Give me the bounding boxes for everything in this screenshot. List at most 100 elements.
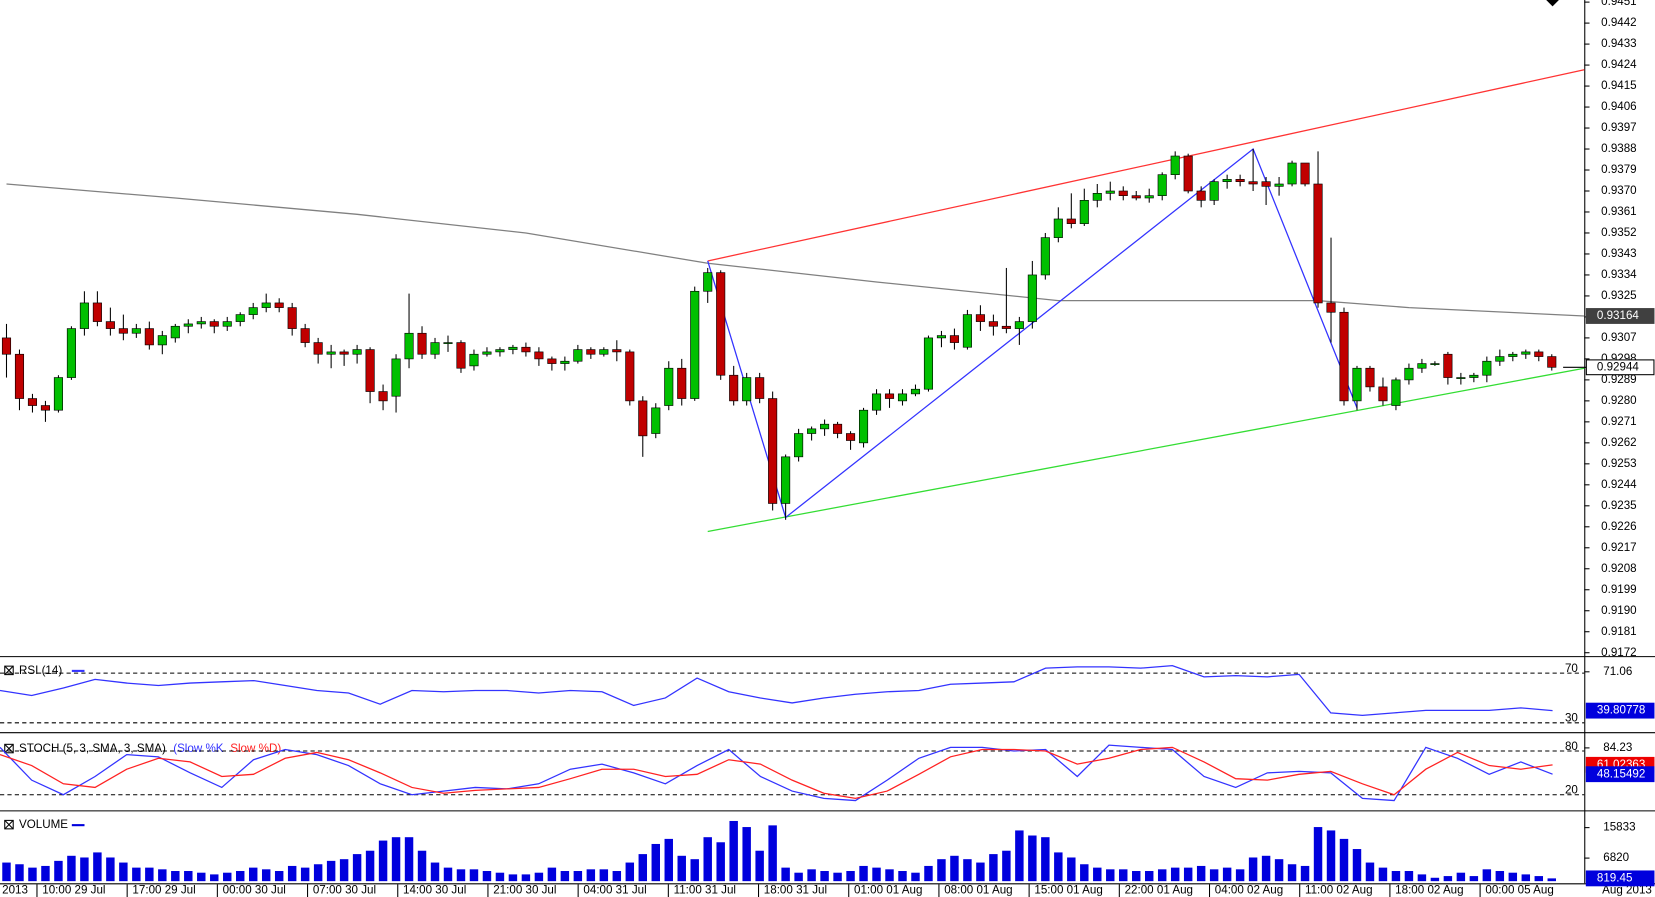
level-label: 30 bbox=[1565, 712, 1578, 725]
candle-body bbox=[1079, 200, 1089, 224]
y-tick-label: 0.9388 bbox=[1601, 142, 1637, 155]
x-tick-label: 11:00 31 Jul bbox=[674, 884, 736, 897]
candle-body bbox=[131, 328, 141, 334]
volume-bar bbox=[339, 859, 349, 882]
panel-icon[interactable] bbox=[4, 743, 14, 754]
volume-bar bbox=[1391, 871, 1401, 882]
candle-body bbox=[1365, 367, 1375, 388]
candle-body bbox=[274, 302, 284, 308]
volume-bar bbox=[521, 874, 531, 882]
candle-body bbox=[1092, 193, 1102, 201]
candle-body bbox=[664, 367, 674, 406]
volume-bar bbox=[508, 874, 518, 882]
x-tick-label: 15:00 01 Aug bbox=[1034, 884, 1102, 897]
candle-body bbox=[1456, 377, 1466, 379]
candle-body bbox=[313, 342, 323, 355]
volume-bar bbox=[41, 865, 50, 882]
x-tick-label: 21:00 30 Jul bbox=[493, 884, 556, 897]
volume-bar bbox=[1469, 876, 1479, 882]
volume-bar bbox=[534, 872, 544, 882]
y-tick-label: 0.9406 bbox=[1601, 100, 1637, 113]
candle-body bbox=[183, 323, 193, 327]
volume-bar bbox=[1417, 874, 1427, 882]
candle-body bbox=[858, 409, 869, 444]
y-tick-label: 0.9199 bbox=[1601, 583, 1637, 596]
candle-body bbox=[846, 433, 856, 441]
candle-body bbox=[1014, 321, 1024, 329]
volume-title: VOLUME bbox=[19, 818, 68, 831]
y-tick-label: 0.9253 bbox=[1601, 457, 1637, 470]
volume-bar bbox=[54, 860, 63, 882]
candle-body bbox=[365, 349, 375, 392]
y-tick-label: 0.9208 bbox=[1601, 562, 1637, 575]
candle-body bbox=[1235, 179, 1245, 182]
y-tick-label: 0.9181 bbox=[1601, 625, 1637, 638]
candle-body bbox=[1495, 356, 1505, 362]
candle-body bbox=[1469, 374, 1479, 378]
ma-value: 0.93164 bbox=[1597, 309, 1640, 322]
candle-body bbox=[1417, 363, 1427, 369]
y-tick-label: 71.06 bbox=[1603, 665, 1632, 678]
volume-bar bbox=[1015, 830, 1024, 882]
volume-bar bbox=[145, 867, 154, 882]
volume-bar bbox=[638, 854, 648, 882]
volume-bar bbox=[1482, 869, 1492, 882]
volume-bar bbox=[976, 862, 985, 882]
volume-bar bbox=[313, 864, 323, 882]
y-tick-label: 0.9217 bbox=[1601, 541, 1637, 554]
candle-body bbox=[742, 377, 752, 402]
volume-bar bbox=[1339, 838, 1349, 882]
volume-bar bbox=[846, 871, 855, 882]
volume-bar bbox=[690, 859, 699, 882]
volume-bar bbox=[274, 871, 284, 882]
x-tick-label: 2013 bbox=[2, 884, 28, 897]
volume-value-box bbox=[1585, 870, 1655, 887]
volume-bar bbox=[236, 871, 245, 882]
panel-icon[interactable] bbox=[4, 819, 14, 830]
candle-body bbox=[300, 328, 310, 343]
rsi-line bbox=[0, 665, 1553, 716]
x-tick-label: 04:00 31 Jul bbox=[583, 884, 646, 897]
volume-bar bbox=[573, 871, 583, 882]
candle-body bbox=[92, 302, 102, 322]
x-tick-label: 00:00 05 Aug bbox=[1485, 884, 1553, 897]
volume-bar bbox=[586, 869, 596, 882]
volume-bar bbox=[223, 872, 232, 882]
volume-value: 819.45 bbox=[1597, 871, 1633, 884]
volume-bar bbox=[1430, 877, 1440, 882]
candle-body bbox=[1287, 162, 1297, 185]
y-tick-label: 0.9352 bbox=[1601, 226, 1637, 239]
volume-bar bbox=[15, 864, 24, 882]
candle-body bbox=[1300, 162, 1310, 185]
candle-body bbox=[79, 302, 89, 329]
volume-bar bbox=[560, 871, 570, 882]
candle-body bbox=[144, 328, 154, 346]
volume-bar bbox=[80, 857, 89, 882]
volume-bar bbox=[963, 859, 972, 882]
candle-body bbox=[547, 358, 557, 364]
volume-bar bbox=[171, 871, 180, 882]
volume-bar bbox=[28, 867, 37, 882]
volume-bar bbox=[768, 825, 777, 882]
candle-body bbox=[417, 332, 427, 355]
volume-bar bbox=[261, 869, 271, 882]
volume-bar bbox=[1054, 852, 1063, 882]
candle-body bbox=[14, 353, 25, 399]
candle-body bbox=[1443, 353, 1453, 378]
last-price: 0.92944 bbox=[1597, 360, 1640, 373]
panel-icon[interactable] bbox=[4, 665, 14, 676]
stoch-value: 48.15492 bbox=[1597, 767, 1645, 780]
volume-bar bbox=[547, 867, 557, 882]
volume-bar bbox=[430, 862, 440, 882]
volume-bar bbox=[729, 820, 738, 882]
candle-body bbox=[1274, 183, 1284, 187]
candle-body bbox=[1040, 237, 1050, 276]
candle-body bbox=[391, 358, 401, 397]
volume-bar bbox=[482, 871, 492, 882]
stoch-line bbox=[0, 746, 1553, 800]
x-tick-label: 10:00 29 Jul bbox=[42, 884, 105, 897]
candle-body bbox=[962, 314, 972, 348]
volume-bar bbox=[1547, 878, 1556, 882]
